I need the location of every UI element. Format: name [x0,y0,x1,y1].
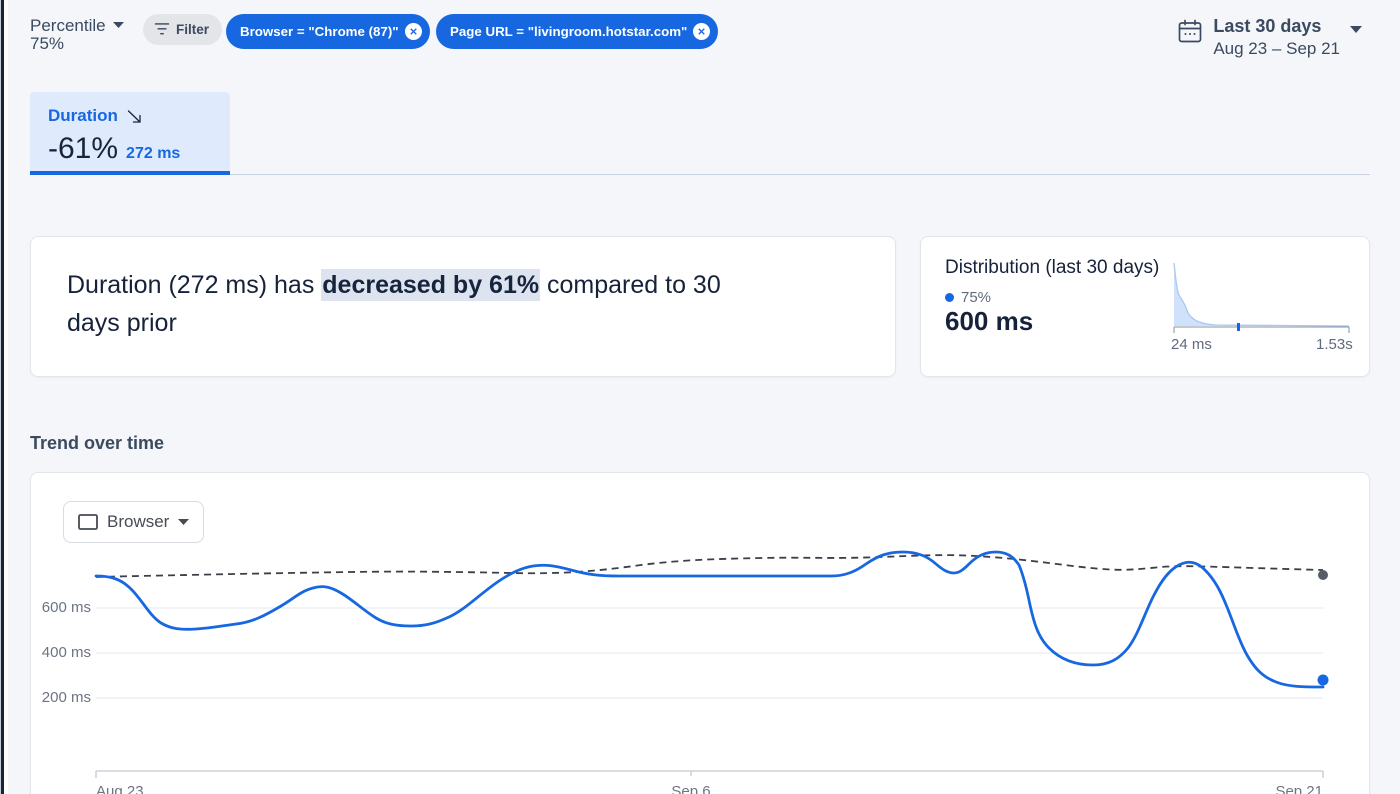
svg-text:200 ms: 200 ms [42,689,91,706]
svg-text:Sep 21: Sep 21 [1275,783,1323,794]
svg-text:24 ms: 24 ms [1171,336,1212,353]
svg-text:1.53s: 1.53s [1316,336,1353,353]
svg-text:Aug 23: Aug 23 [96,783,144,794]
svg-text:Sep 6: Sep 6 [671,783,710,794]
svg-text:600 ms: 600 ms [42,599,91,616]
svg-text:400 ms: 400 ms [42,644,91,661]
